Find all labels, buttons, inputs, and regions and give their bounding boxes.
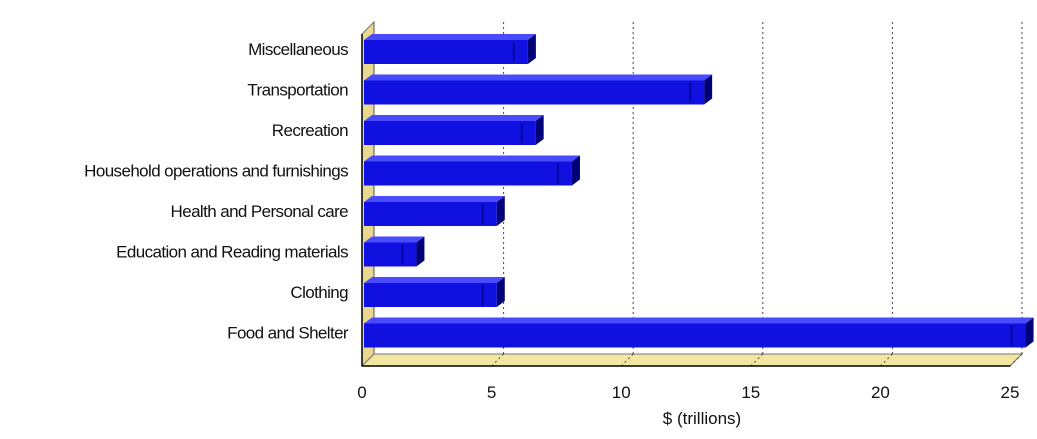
left-wall [361,20,375,368]
x-tick-label: 20 [871,383,890,402]
bar-end-face [527,34,536,64]
category-labels: Miscellaneous Transportation Recreation Hou… [84,40,349,343]
bar-end-face [416,236,425,267]
bar-end-face [496,196,505,226]
category-label: Education and Reading materials [116,243,348,262]
bar-front-face [364,40,528,64]
category-label: Clothing [290,283,348,302]
bar-top-face [364,277,505,283]
x-tick-label: 10 [612,383,631,402]
bar [364,155,580,186]
bar-front-face [364,202,497,226]
bar-end-face [535,115,544,145]
x-tick-label: 0 [357,383,366,402]
bar-end-face [1025,317,1034,348]
floor-wall [360,353,1024,367]
bar-top-face [364,34,536,40]
bar [364,317,1034,348]
bar-front-face [364,283,497,307]
x-tick-label: 15 [741,383,760,402]
bars [364,34,1034,348]
category-label: Recreation [272,121,348,140]
bar-top-face [364,155,580,162]
x-axis-title: $ (trillions) [663,409,741,428]
bar [364,74,713,105]
bar [364,34,536,64]
category-label: Transportation [247,81,348,100]
bar-front-face [364,161,572,186]
x-tick-labels: 0 5 10 15 20 25 [357,383,1019,402]
bar-end-face [704,74,713,105]
bar-front-face [364,121,536,145]
x-tick-label: 5 [487,383,496,402]
bar-end-face [571,155,580,186]
bar-front-face [364,242,417,267]
category-label: Miscellaneous [248,40,348,59]
axes [361,22,1010,367]
bar [364,196,505,226]
chart-3d-walls [360,20,1024,368]
bar-front-face [364,80,705,105]
bar-top-face [364,317,1034,324]
category-label: Household operations and furnishings [84,162,348,181]
bar [364,236,425,267]
category-label: Health and Personal care [171,202,349,221]
category-label: Food and Shelter [227,324,349,343]
bar-end-face [496,277,505,307]
bar-top-face [364,236,425,243]
bar-top-face [364,74,713,81]
bar-front-face [364,323,1026,348]
x-tick-label: 25 [1001,383,1020,402]
bar-top-face [364,196,505,202]
gridlines [491,22,1023,367]
bar-top-face [364,115,544,121]
bar [364,115,544,145]
bar [364,277,505,307]
